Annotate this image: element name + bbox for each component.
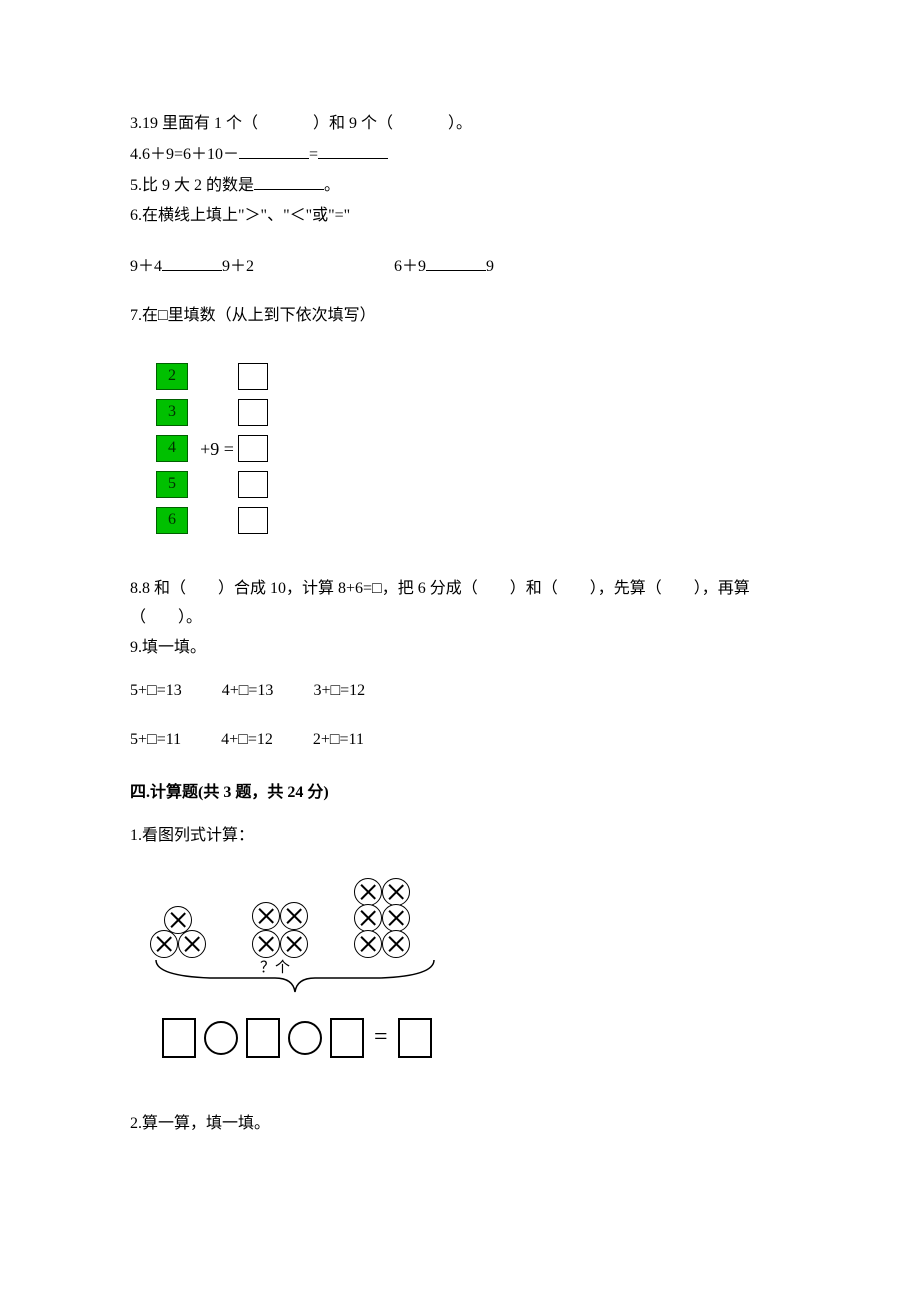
q4-blank-1[interactable]	[239, 143, 309, 159]
q9-r1-c2: 4+□=13	[222, 677, 274, 706]
q7-row-2: 3	[156, 395, 790, 431]
q9-title: 9.填一填。	[130, 639, 206, 656]
q7-row-5: 6	[156, 503, 790, 539]
coin-group-6	[354, 878, 410, 958]
q9-row-1: 5+□=13 4+□=13 3+□=12	[130, 677, 790, 706]
q9-r1-c1: 5+□=13	[130, 677, 182, 706]
calc-1-diagram: ？个 =	[150, 878, 790, 1059]
eq-operand-1[interactable]	[162, 1018, 196, 1058]
q6-left-blank[interactable]	[162, 255, 222, 271]
section-4-heading: 四.计算题(共 3 题，共 24 分)	[130, 779, 790, 808]
question-9-title: 9.填一填。	[130, 634, 790, 663]
q6-title: 6.在横线上填上"＞"、"＜"或"="	[130, 207, 350, 224]
eq-operator-1[interactable]	[204, 1021, 238, 1055]
equals-sign: =	[372, 1016, 390, 1059]
calc2-title: 2.算一算，填一填。	[130, 1115, 270, 1132]
q7-row-3: 4 +9 =	[156, 431, 790, 467]
coin-group-3	[150, 906, 206, 958]
q9-r2-c3: 2+□=11	[313, 726, 364, 755]
coin-icon	[178, 930, 206, 958]
q9-r2-c1: 5+□=11	[130, 726, 181, 755]
q7-green-5: 6	[156, 507, 188, 534]
question-5: 5.比 9 大 2 的数是 。	[130, 172, 790, 201]
q7-row-1: 2	[156, 359, 790, 395]
q6-compare-right: 6＋9 9	[394, 253, 494, 282]
q6-compare-left: 9＋4 9＋2	[130, 253, 254, 282]
coin-icon	[280, 902, 308, 930]
question-6-title: 6.在横线上填上"＞"、"＜"或"="	[130, 202, 790, 231]
q3-text-b: ）和 9 个（	[313, 115, 393, 132]
q3-text-c: ）。	[448, 115, 472, 132]
coin-icon	[252, 902, 280, 930]
eq-result[interactable]	[398, 1018, 432, 1058]
q3-text-a: 3.19 里面有 1 个（	[130, 115, 258, 132]
section-4-text: 四.计算题(共 3 题，共 24 分)	[130, 784, 329, 801]
coin-icon	[252, 930, 280, 958]
q7-answer-4[interactable]	[238, 471, 268, 498]
q5-text-a: 5.比 9 大 2 的数是	[130, 177, 254, 194]
coin-group-4	[252, 902, 308, 958]
question-6-compare: 9＋4 9＋2 6＋9 9	[130, 253, 790, 282]
calc1-title: 1.看图列式计算：	[130, 827, 254, 844]
eq-operand-2[interactable]	[246, 1018, 280, 1058]
calc-1-title: 1.看图列式计算：	[130, 822, 790, 851]
q7-green-4: 5	[156, 471, 188, 498]
q4-eq: =	[309, 146, 318, 163]
qmark-label: ？个	[260, 959, 290, 976]
coin-icon	[382, 878, 410, 906]
coin-icon	[382, 930, 410, 958]
q9-r1-c3: 3+□=12	[313, 677, 365, 706]
coin-icon	[280, 930, 308, 958]
q5-blank[interactable]	[254, 174, 324, 190]
q9-row-2: 5+□=11 4+□=12 2+□=11	[130, 726, 790, 755]
q6-left-a: 9＋4	[130, 258, 162, 275]
coin-icon	[354, 930, 382, 958]
coin-icon	[354, 904, 382, 932]
q6-right-a: 6＋9	[394, 258, 426, 275]
question-3: 3.19 里面有 1 个（ ）和 9 个（ ）。	[130, 110, 790, 139]
eq-operand-3[interactable]	[330, 1018, 364, 1058]
q7-answer-1[interactable]	[238, 363, 268, 390]
eq-operator-2[interactable]	[288, 1021, 322, 1055]
q3-blank-2[interactable]	[393, 110, 448, 139]
coin-icon	[150, 930, 178, 958]
q7-green-3: 4	[156, 435, 188, 462]
question-4: 4.6＋9=6＋10－ =	[130, 141, 790, 170]
coin-icon	[382, 904, 410, 932]
q5-text-b: 。	[324, 177, 340, 194]
coin-icon	[354, 878, 382, 906]
question-8: 8.8 和（ ）合成 10，计算 8+6=□，把 6 分成（ ）和（ ），先算（…	[130, 575, 790, 633]
q6-right-blank[interactable]	[426, 255, 486, 271]
brace-icon: ？个	[150, 956, 440, 1004]
q8-text: 8.8 和（ ）合成 10，计算 8+6=□，把 6 分成（ ）和（ ），先算（…	[130, 580, 750, 626]
coin-groups	[150, 878, 790, 958]
q7-title: 7.在□里填数（从上到下依次填写）	[130, 307, 376, 324]
q7-answer-2[interactable]	[238, 399, 268, 426]
q7-answer-5[interactable]	[238, 507, 268, 534]
q6-left-b: 9＋2	[222, 258, 254, 275]
question-7-title: 7.在□里填数（从上到下依次填写）	[130, 302, 790, 331]
q6-right-b: 9	[486, 258, 494, 275]
q7-row-4: 5	[156, 467, 790, 503]
q9-r2-c2: 4+□=12	[221, 726, 273, 755]
q7-green-2: 3	[156, 399, 188, 426]
q7-op: +9 =	[196, 433, 238, 465]
q7-diagram: 2 3 4 +9 = 5 6	[156, 359, 790, 539]
q4-blank-2[interactable]	[318, 143, 388, 159]
equation-template: =	[162, 1016, 790, 1059]
q7-answer-3[interactable]	[238, 435, 268, 462]
q4-text-a: 4.6＋9=6＋10－	[130, 146, 239, 163]
calc-2-title: 2.算一算，填一填。	[130, 1110, 790, 1139]
q3-blank-1[interactable]	[258, 110, 313, 139]
q7-green-1: 2	[156, 363, 188, 390]
